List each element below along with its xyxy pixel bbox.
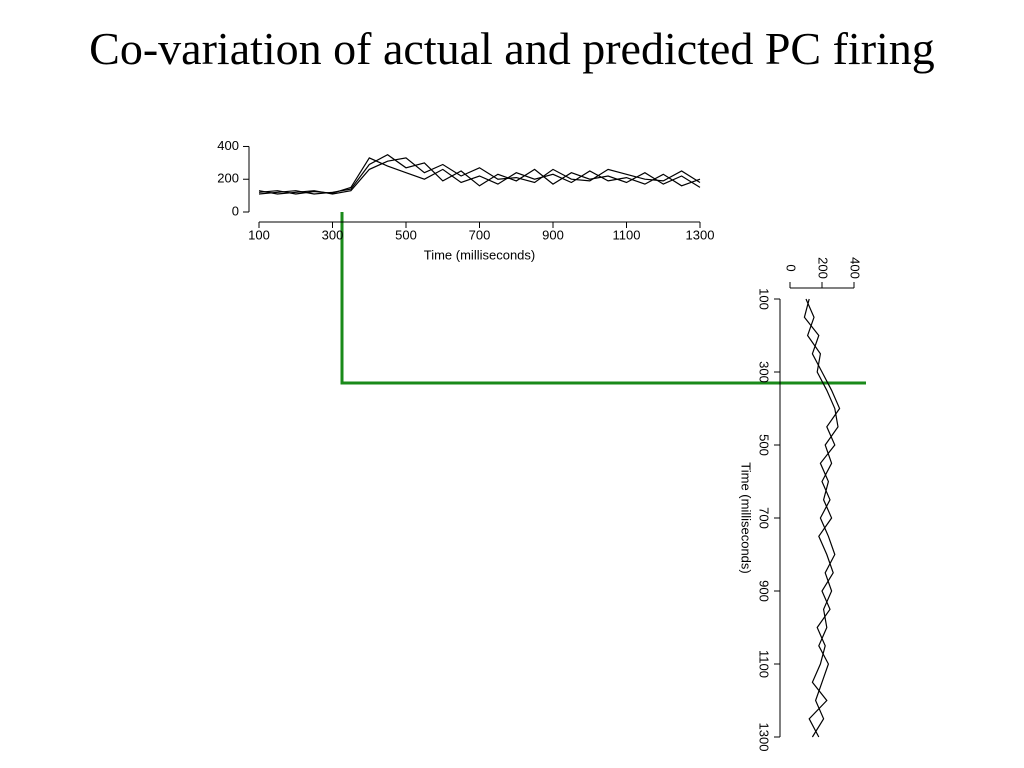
x-tick-label: 1100 [757,650,772,678]
trace [258,157,701,195]
x-tick-label: 500 [395,227,417,242]
connector [340,212,866,385]
x-tick-label: 900 [757,580,772,602]
y-tick-label: 400 [217,138,239,153]
trace [258,153,701,195]
slide-title: Co-variation of actual and predicted PC … [89,23,935,74]
x-tick-label: 1300 [757,723,772,752]
x-tick-label: 100 [248,227,270,242]
trace [805,298,839,738]
y-tick-label: 200 [217,171,239,186]
x-tick-label: 300 [757,361,772,383]
x-tick-label: 300 [322,227,344,242]
x-tick-label: 700 [469,227,491,242]
trace [803,298,841,738]
y-tick-label: 400 [848,257,863,279]
x-tick-label: 100 [757,288,772,310]
trace [258,157,701,195]
x-tick-label: 700 [757,507,772,529]
x-axis-label: Time (milliseconds) [424,247,535,262]
y-tick-label: 200 [816,257,831,279]
x-tick-label: 500 [757,434,772,456]
x-tick-label: 1100 [613,227,641,242]
y-tick-label: 0 [784,264,799,271]
y-tick-label: 0 [232,203,239,218]
x-axis-label: Time (milliseconds) [739,462,754,573]
x-tick-label: 1300 [686,227,715,242]
x-tick-label: 900 [542,227,564,242]
